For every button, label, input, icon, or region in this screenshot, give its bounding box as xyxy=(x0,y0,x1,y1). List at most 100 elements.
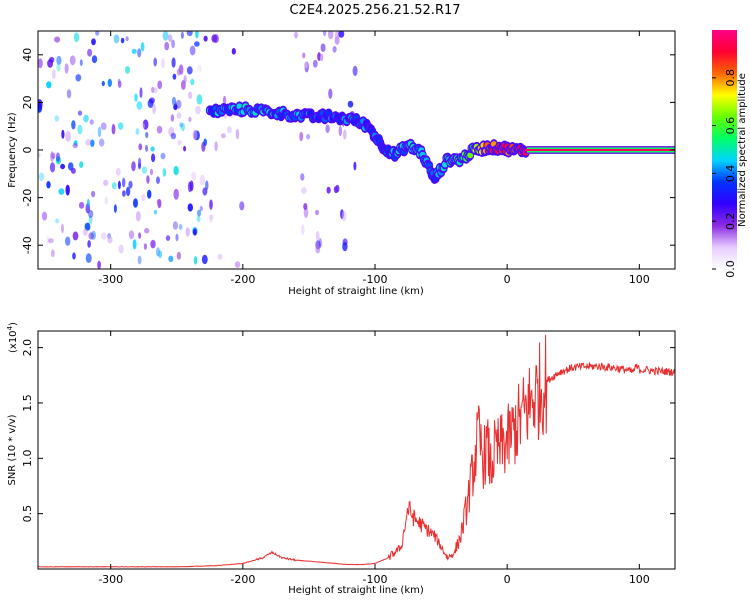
spectrogram-noise-cell xyxy=(239,201,245,211)
spectrogram-noise-cell xyxy=(188,116,192,123)
spectrogram-noise-cell xyxy=(327,31,334,40)
spectrogram-noise-cell xyxy=(141,166,148,174)
spectrogram-noise-cell xyxy=(328,88,333,99)
x-tick-label: 0 xyxy=(504,273,511,286)
spectrogram-noise-cell xyxy=(79,161,84,169)
x-tick-label: -100 xyxy=(363,273,388,286)
spectrogram-noise-cell xyxy=(64,63,69,74)
spectrogram-noise-cell xyxy=(85,139,91,146)
spectrogram-noise-cell xyxy=(77,124,83,135)
spectrogram-noise-cell xyxy=(158,250,163,259)
spectrogram-noise-cell xyxy=(61,129,65,139)
spectrogram-y-ticks: -40 -20 0 20 40 xyxy=(21,48,675,254)
spectrogram-noise-cell xyxy=(171,57,176,68)
spectrogram-noise-cell xyxy=(111,123,116,135)
colorbar-tick-label: 0.4 xyxy=(724,165,737,183)
spectrogram-noise-cell xyxy=(183,75,187,84)
spectrogram-noise-cell xyxy=(46,181,51,189)
spectrogram-noise-cell xyxy=(143,243,147,250)
x-tick-label: -100 xyxy=(363,573,388,586)
spectrogram-noise-cell xyxy=(91,190,96,198)
spectrogram-noise-cell xyxy=(165,235,171,242)
spectrogram-noise-cell xyxy=(46,235,50,245)
spectrogram-noise-cell xyxy=(103,179,109,186)
spectrogram-noise-cell xyxy=(122,177,126,188)
spectrogram-noise-cell xyxy=(70,167,76,174)
spectrogram-noise-cell xyxy=(104,196,109,205)
spectrogram-noise-cell xyxy=(176,251,181,260)
spectrogram-noise-cell xyxy=(137,255,142,265)
spectrogram-noise-cell xyxy=(173,165,179,176)
spectrogram-noise-cell xyxy=(205,180,209,191)
colorbar-label: Normalized spectral amplitude xyxy=(737,73,748,227)
spectrogram-noise-cell xyxy=(189,180,194,192)
spectrogram-noise-cell xyxy=(78,201,85,209)
spectrogram-noise-cell xyxy=(170,114,175,122)
spectrogram-noise-cell xyxy=(234,261,241,268)
spectrogram-noise-cell xyxy=(65,184,70,196)
spectrogram-noise-cell xyxy=(54,115,60,122)
spectrogram-noise-cell xyxy=(142,119,149,130)
spectrogram-noise-cell xyxy=(72,143,78,149)
spectrogram-noise-cell xyxy=(188,91,193,100)
spectrogram-noise-cell xyxy=(338,31,345,38)
spectrogram-noise-cell xyxy=(131,48,137,54)
spectrogram-noise-cell xyxy=(353,161,357,171)
spectrogram-ridge xyxy=(205,101,675,184)
spectrogram-noise-cell xyxy=(342,242,348,252)
y-tick-label: -20 xyxy=(21,189,34,207)
spectrogram-noise-cell xyxy=(145,144,148,152)
spectrogram-noise-cell xyxy=(235,128,240,140)
spectrogram-noise-cell xyxy=(151,86,155,94)
spectrogram-ridge-cell xyxy=(467,152,474,159)
spectrogram-noise-cell xyxy=(178,64,184,75)
spectrogram-noise-cell xyxy=(325,124,330,134)
spectrogram-noise-cell xyxy=(69,55,76,66)
spectrogram-noise-cell xyxy=(196,215,201,223)
spectrogram-noise-cell xyxy=(315,231,320,242)
spectrogram-noise-cell xyxy=(147,189,152,199)
spectrogram-noise-cell xyxy=(115,167,121,176)
spectrogram-noise-cell xyxy=(199,174,206,186)
spectrogram-noise-cell xyxy=(134,93,138,102)
spectrogram-noise-cell xyxy=(113,34,120,44)
spectrogram-noise-cell xyxy=(91,230,96,240)
spectrogram-noise-cell xyxy=(208,214,214,221)
spectrogram-noise-cell xyxy=(217,253,223,260)
spectrogram-noise-cell xyxy=(55,218,59,224)
spectrogram-noise-cell xyxy=(113,204,117,213)
y-tick-label: 2.0 xyxy=(21,339,34,357)
spectrogram-noise-cell xyxy=(334,36,340,45)
spectrogram-noise-cell xyxy=(178,223,183,230)
spectrogram-noise-cell xyxy=(171,39,176,49)
spectrogram-noise-cell xyxy=(58,188,65,195)
spectrogram-noise-cell xyxy=(87,48,93,57)
spectrogram-noise-cell xyxy=(60,163,66,170)
spectrogram-noise-cell xyxy=(172,73,177,80)
spectrogram-noise-cell xyxy=(71,120,76,130)
spectrogram-noise-cell xyxy=(49,56,55,63)
spectrogram-noise-cell xyxy=(150,146,155,152)
spectrogram-noise-cell xyxy=(352,65,358,76)
snr-y-ticks: 0.5 1.0 1.5 2.0 xyxy=(21,339,675,522)
spectrogram-noise-cell xyxy=(128,230,135,240)
spectrogram-noise-cell xyxy=(72,231,79,241)
spectrogram-noise-cell xyxy=(153,209,157,215)
spectrogram-noise-cell xyxy=(319,53,324,62)
spectrogram-noise-cell xyxy=(221,133,226,139)
spectrogram-noise-cell xyxy=(201,254,208,265)
spectrogram-noise-cell xyxy=(320,43,326,52)
spectrogram-noise-cell xyxy=(97,260,101,269)
spectrogram-noise-cell xyxy=(118,244,124,254)
spectrogram-noise-cell xyxy=(128,180,133,189)
spectrogram-noise-cell xyxy=(186,31,193,37)
spectrogram-noise-cell xyxy=(89,119,94,125)
spectrogram-y-label: Frequency (Hz) xyxy=(7,112,18,188)
x-tick-label: -200 xyxy=(230,573,255,586)
spectrogram-noise-cell xyxy=(144,227,150,234)
spectrogram-noise-cell xyxy=(125,186,131,197)
snr-scale-exponent: 4 xyxy=(6,325,14,330)
spectrogram-noise-cell xyxy=(100,122,107,131)
snr-frame xyxy=(37,330,676,570)
